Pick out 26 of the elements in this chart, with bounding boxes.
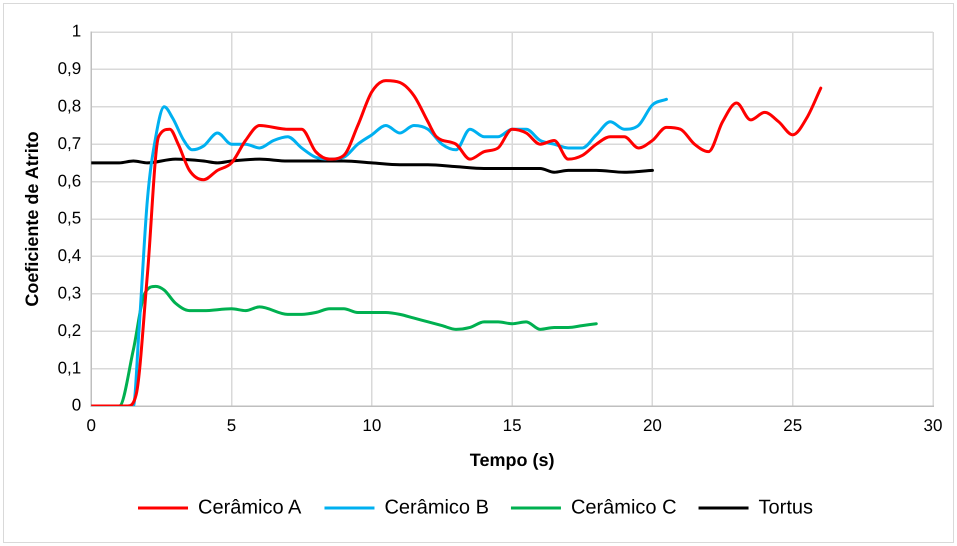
y-tick-label: 0,2 (58, 320, 82, 340)
y-tick-label: 0 (72, 396, 82, 415)
x-axis-title: Tempo (s) (470, 450, 554, 470)
x-tick-label: 0 (86, 416, 96, 435)
legend-label: Tortus (758, 496, 813, 519)
legend-label: Cerâmico C (570, 496, 677, 519)
y-tick-label: 1 (72, 22, 82, 41)
y-tick-label: 0,8 (58, 96, 82, 116)
x-tick-label: 25 (783, 416, 802, 435)
y-tick-label: 0,7 (58, 134, 82, 153)
y-tick-label: 0,6 (58, 171, 82, 190)
y-tick-label: 0,4 (58, 246, 82, 266)
y-tick-label: 0,5 (58, 208, 82, 228)
legend-label: Cerâmico B (384, 496, 489, 519)
legend-label: Cerâmico A (198, 496, 302, 519)
x-tick-label: 30 (924, 416, 942, 435)
x-tick-label: 10 (362, 416, 382, 435)
x-tick-label: 20 (642, 416, 662, 435)
x-tick-label: 15 (502, 416, 522, 435)
y-tick-label: 0,3 (58, 283, 82, 302)
x-tick-label: 5 (226, 416, 236, 435)
y-axis-title: Coeficiente de Atrito (22, 131, 42, 307)
line-series (91, 158, 654, 174)
y-tick-label: 0,1 (58, 358, 82, 378)
line-series (91, 79, 822, 406)
y-tick-label: 0,9 (58, 59, 82, 78)
